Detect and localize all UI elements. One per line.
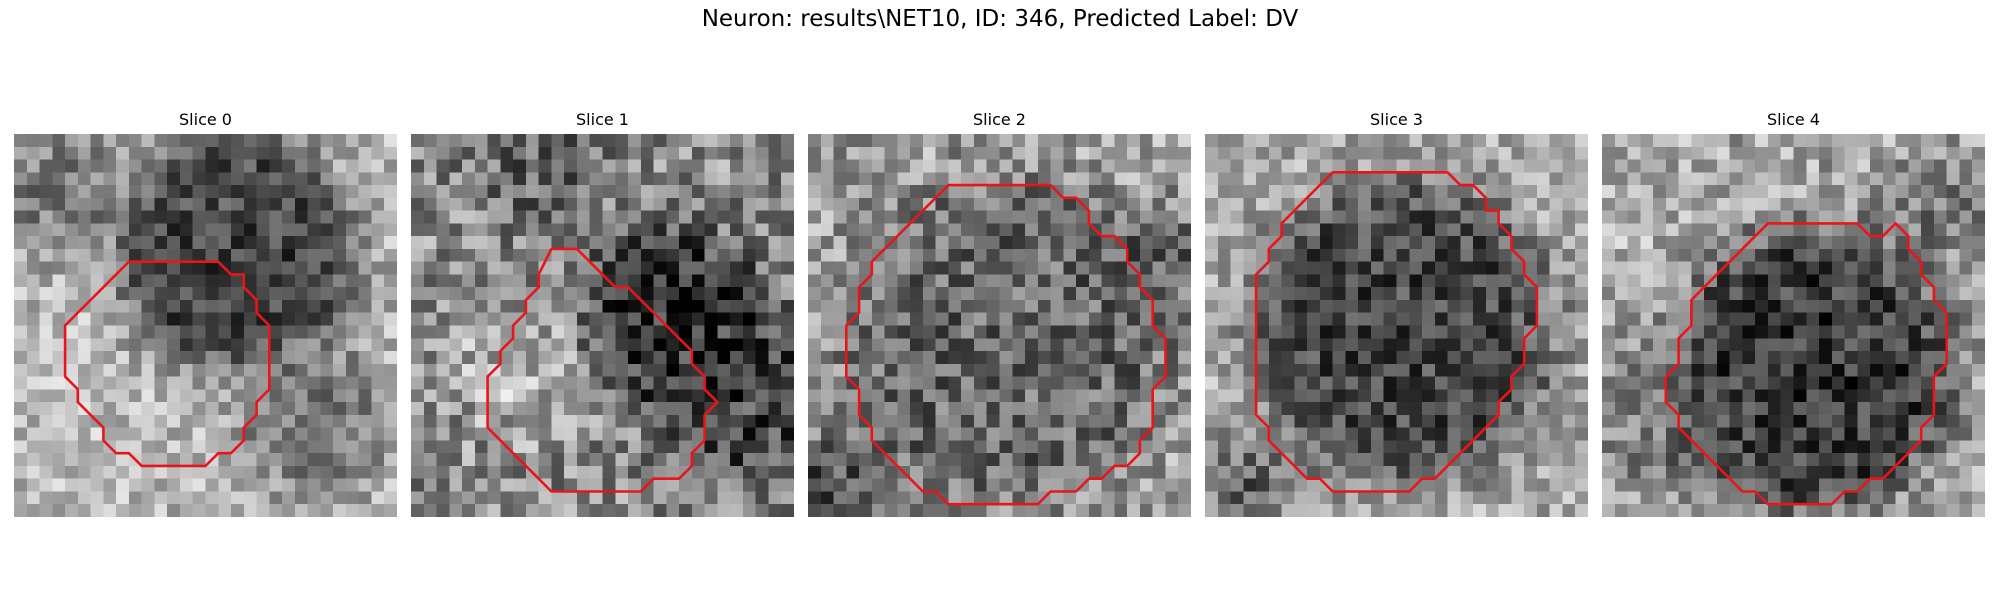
slice-overlay-0 bbox=[63, 260, 271, 468]
slice-title-0: Slice 0 bbox=[179, 110, 232, 129]
slice-title-3: Slice 3 bbox=[1370, 110, 1423, 129]
slice-contour-1 bbox=[486, 247, 719, 493]
slice-contour-2 bbox=[844, 183, 1167, 506]
slice-overlay-2 bbox=[844, 183, 1167, 506]
slice-title-2: Slice 2 bbox=[973, 110, 1026, 129]
slice-image-4 bbox=[1602, 134, 1985, 517]
figure-title: Neuron: results\NET10, ID: 346, Predicte… bbox=[701, 6, 1299, 32]
slice-title-1: Slice 1 bbox=[576, 110, 629, 129]
slice-image-1 bbox=[411, 134, 794, 517]
slice-overlay-1 bbox=[486, 247, 719, 493]
slice-image-2 bbox=[808, 134, 1191, 517]
slice-title-4: Slice 4 bbox=[1767, 110, 1820, 129]
slice-contour-3 bbox=[1254, 170, 1539, 493]
slice-image-3 bbox=[1205, 134, 1588, 517]
slice-contour-4 bbox=[1664, 222, 1949, 506]
slice-overlay-3 bbox=[1254, 170, 1539, 493]
slice-overlay-4 bbox=[1664, 222, 1949, 506]
slice-contour-0 bbox=[63, 260, 271, 468]
slice-image-0 bbox=[14, 134, 397, 517]
